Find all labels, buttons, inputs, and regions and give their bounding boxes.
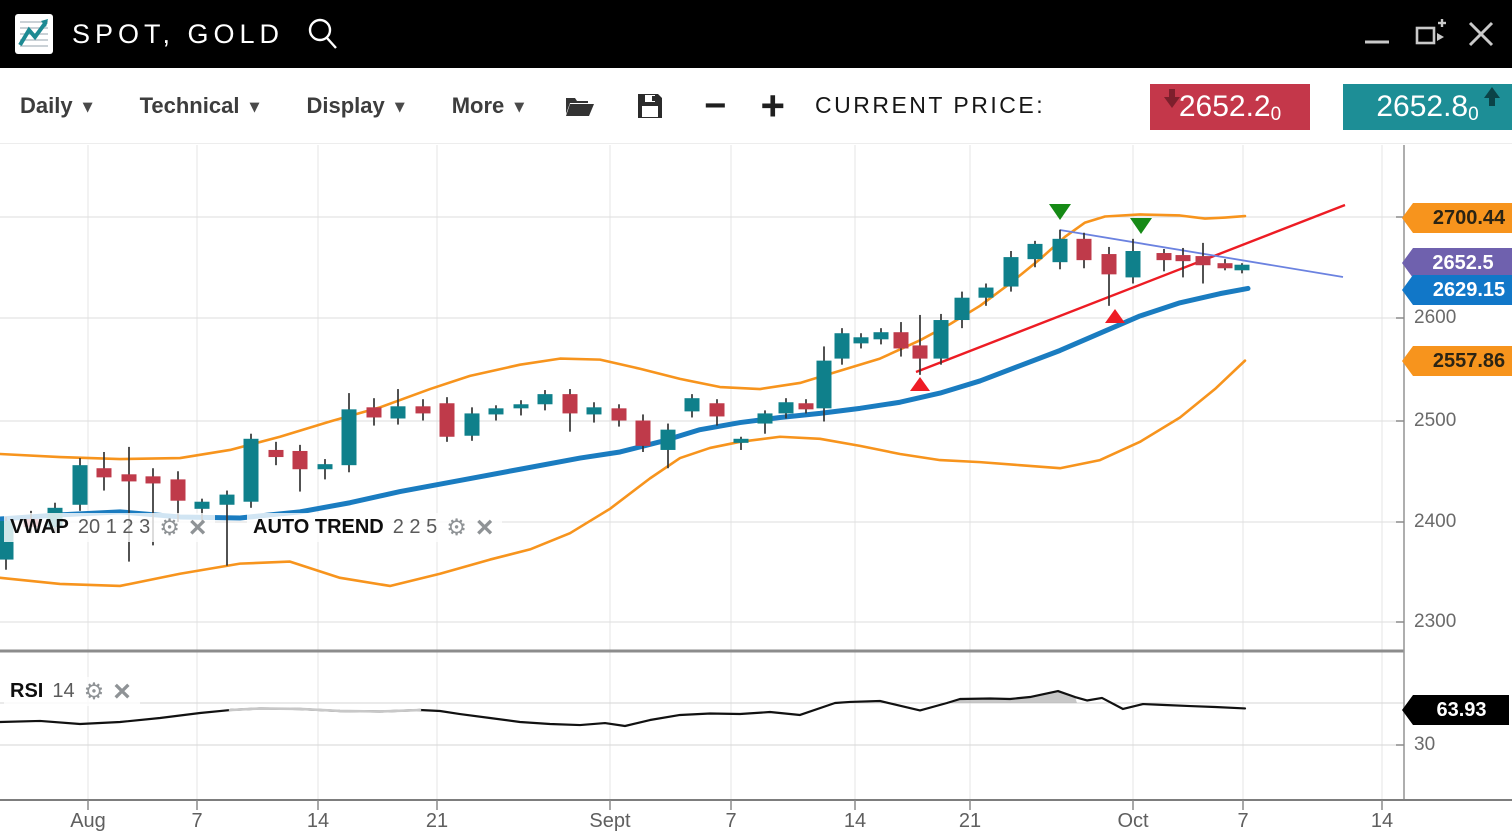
- rsi-indicator-strip: RSI 14 ⚙ ×: [4, 674, 140, 708]
- price-tag: 2557.86: [1402, 346, 1512, 376]
- ask-price-decimal: 0: [1468, 104, 1479, 125]
- x-axis-label: 7: [725, 810, 737, 832]
- chevron-down-icon: ▼: [249, 99, 260, 115]
- gear-icon[interactable]: ⚙: [446, 514, 467, 541]
- x-axis-label: 21: [425, 810, 449, 832]
- gear-icon[interactable]: ⚙: [83, 678, 105, 705]
- chevron-down-icon: ▼: [82, 99, 93, 115]
- ask-price-box[interactable]: 2652.8 0: [1343, 84, 1512, 130]
- titlebar: SPOT, GOLD: [0, 0, 1512, 68]
- autotrend-indicator-params: 2 2 5: [392, 516, 438, 538]
- app-logo-icon: [15, 14, 53, 54]
- more-dropdown[interactable]: More ▼: [452, 93, 525, 119]
- x-axis-label: 14: [306, 810, 330, 832]
- gear-icon[interactable]: ⚙: [159, 514, 180, 541]
- price-tag: 2700.44: [1402, 203, 1512, 233]
- current-price-label: CURRENT PRICE:: [815, 92, 1046, 118]
- x-axis-label: Oct: [1117, 810, 1149, 832]
- x-axis-label: 21: [958, 810, 982, 832]
- arrow-up-icon: [1484, 87, 1500, 106]
- close-icon[interactable]: ×: [113, 674, 131, 708]
- y-axis-label: 2300: [1414, 611, 1457, 632]
- x-axis-label: Aug: [70, 810, 106, 832]
- rsi-indicator-name: RSI: [10, 680, 44, 702]
- price-tag: 63.93: [1402, 695, 1509, 725]
- x-axis-label: 7: [191, 810, 203, 832]
- display-dropdown-label: Display: [306, 92, 385, 118]
- search-icon[interactable]: [306, 16, 340, 52]
- autotrend-indicator-name: AUTO TREND: [253, 516, 384, 538]
- x-axis-label: 14: [843, 810, 867, 832]
- toolbar: Daily ▼ Technical ▼ Display ▼ More ▼ − +…: [0, 68, 1512, 144]
- close-icon[interactable]: ×: [188, 510, 207, 544]
- arrow-down-icon: [1164, 89, 1180, 108]
- symbol-title: SPOT, GOLD: [72, 18, 285, 49]
- vwap-indicator-name: VWAP: [10, 516, 69, 538]
- x-axis-label: 7: [1237, 810, 1249, 832]
- price-tag: 2629.15: [1402, 275, 1512, 305]
- open-file-button[interactable]: [564, 94, 595, 118]
- minimize-button[interactable]: [1360, 14, 1394, 54]
- timeframe-dropdown-label: Daily: [20, 92, 73, 118]
- rsi-indicator-params: 14: [52, 680, 75, 702]
- save-icon: [638, 93, 663, 118]
- bid-price-box[interactable]: 2652.2 0: [1150, 84, 1310, 130]
- close-icon[interactable]: ×: [475, 510, 494, 544]
- folder-open-icon: [566, 97, 595, 116]
- close-button[interactable]: [1464, 14, 1498, 54]
- bid-price-value: 2652.2: [1178, 90, 1271, 123]
- y-axis-label: 2500: [1414, 410, 1457, 431]
- x-axis-label: Sept: [589, 810, 631, 832]
- technical-dropdown[interactable]: Technical ▼: [140, 93, 260, 119]
- save-button[interactable]: [636, 92, 664, 120]
- window-controls: [1360, 14, 1498, 54]
- bid-price-decimal: 0: [1270, 104, 1282, 125]
- technical-dropdown-label: Technical: [139, 92, 240, 118]
- y-axis-label: 2600: [1414, 307, 1457, 328]
- price-tag: 2652.5: [1402, 248, 1512, 278]
- vwap-indicator-strip: VWAP 20 1 2 3 ⚙ ×: [4, 510, 216, 544]
- x-axis-label: 14: [1370, 810, 1394, 832]
- chevron-down-icon: ▼: [394, 99, 405, 115]
- timeframe-dropdown[interactable]: Daily ▼: [20, 93, 93, 119]
- display-dropdown[interactable]: Display ▼: [306, 93, 404, 119]
- zoom-out-button[interactable]: −: [704, 84, 727, 127]
- autotrend-indicator-strip: AUTO TREND 2 2 5 ⚙ ×: [247, 510, 503, 544]
- ask-price-value: 2652.8: [1376, 90, 1469, 123]
- y-axis-label: 30: [1414, 734, 1436, 755]
- vwap-indicator-params: 20 1 2 3: [77, 516, 151, 538]
- chevron-down-icon: ▼: [514, 99, 525, 115]
- restore-button[interactable]: [1412, 14, 1446, 54]
- more-dropdown-label: More: [451, 92, 505, 118]
- y-axis-label: 2400: [1414, 511, 1457, 532]
- zoom-in-button[interactable]: +: [760, 81, 786, 129]
